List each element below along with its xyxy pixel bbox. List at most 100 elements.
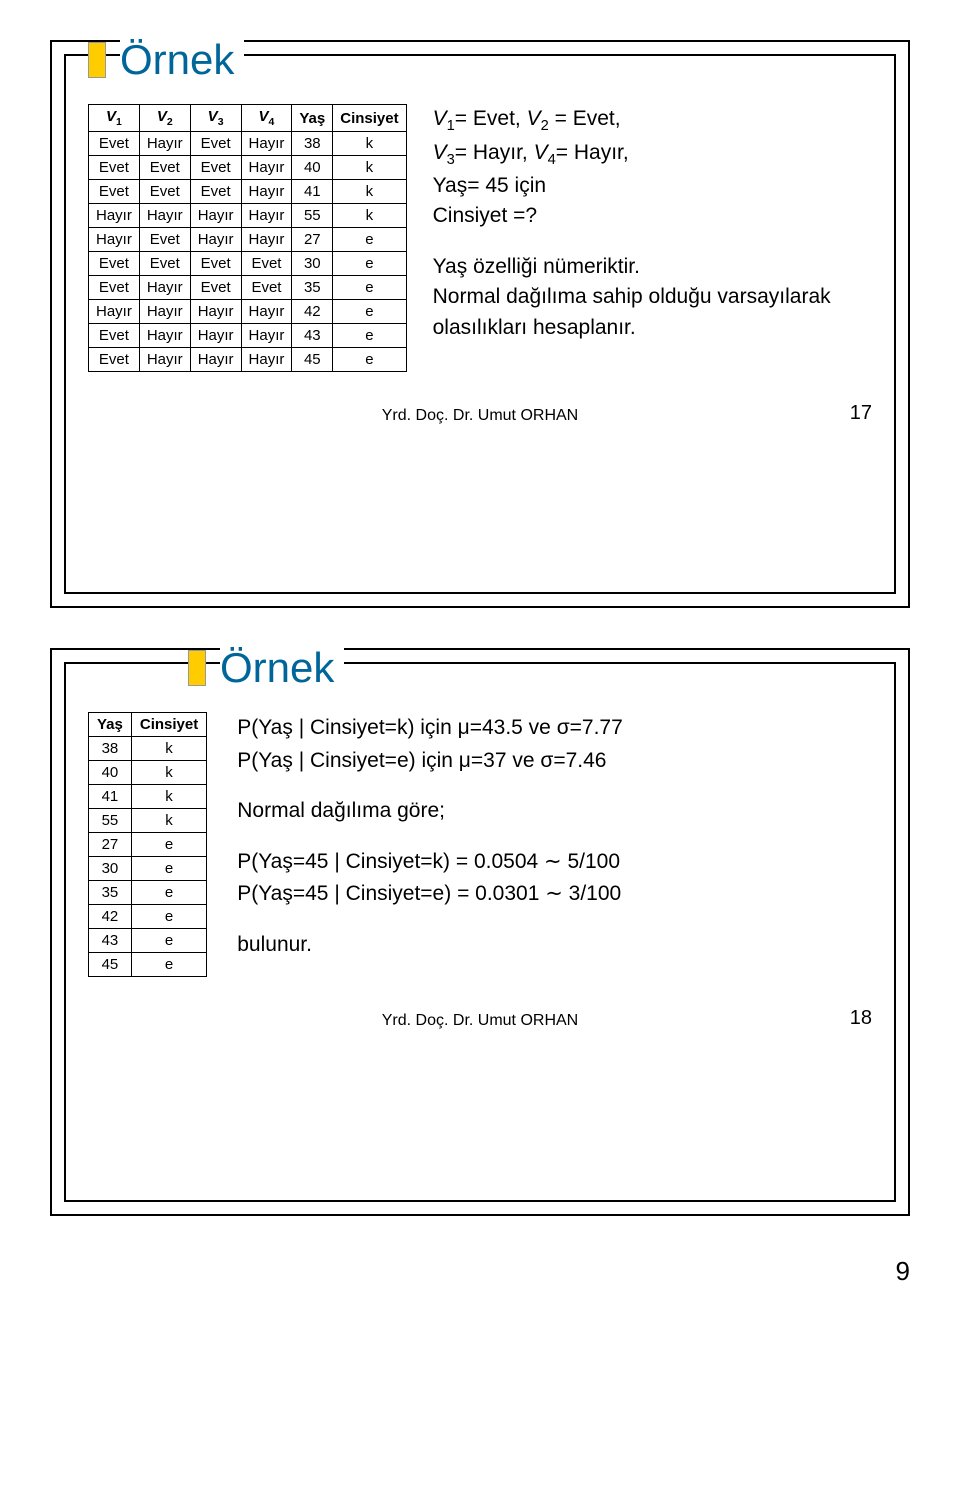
table-cell: 43 bbox=[89, 929, 132, 953]
slide-1-title: Örnek bbox=[120, 36, 244, 84]
table-row: HayırEvetHayırHayır27e bbox=[89, 228, 407, 252]
slide-1-footer: Yrd. Doç. Dr. Umut ORHAN 17 bbox=[88, 402, 872, 425]
table-cell: Hayır bbox=[190, 324, 241, 348]
table-cell: 35 bbox=[89, 881, 132, 905]
table-cell: Hayır bbox=[241, 156, 292, 180]
table-header-row: V1 V2 V3 V4 Yaş Cinsiyet bbox=[89, 105, 407, 132]
table-cell: Hayır bbox=[241, 180, 292, 204]
table-cell: Evet bbox=[241, 252, 292, 276]
table-cell: Evet bbox=[139, 228, 190, 252]
table-cell: 40 bbox=[292, 156, 333, 180]
table-cell: 41 bbox=[89, 785, 132, 809]
spacer bbox=[433, 232, 872, 252]
table-cell: Hayır bbox=[139, 300, 190, 324]
table-cell: Hayır bbox=[190, 348, 241, 372]
table-cell: 30 bbox=[292, 252, 333, 276]
slide-1-tbody: EvetHayırEvetHayır38kEvetEvetEvetHayır40… bbox=[89, 132, 407, 372]
table-cell: Evet bbox=[139, 156, 190, 180]
table-cell: 55 bbox=[89, 809, 132, 833]
table-cell: Hayır bbox=[190, 204, 241, 228]
table-cell: Evet bbox=[241, 276, 292, 300]
page: Örnek V1 V2 V3 V4 Yaş Cinsiyet bbox=[0, 40, 960, 1307]
table-cell: Hayır bbox=[139, 348, 190, 372]
table-cell: k bbox=[131, 761, 206, 785]
table-cell: Hayır bbox=[190, 300, 241, 324]
spacer bbox=[237, 828, 872, 846]
table-cell: Hayır bbox=[89, 204, 140, 228]
table-header-row: Yaş Cinsiyet bbox=[89, 713, 207, 737]
slide-1-title-bar: Örnek bbox=[88, 36, 872, 84]
s2-line-5: P(Yaş=45 | Cinsiyet=e) = 0.0301 ∼ 3/100 bbox=[237, 878, 872, 911]
table-cell: k bbox=[333, 132, 406, 156]
table-cell: e bbox=[333, 276, 406, 300]
spacer bbox=[237, 911, 872, 929]
table-cell: Hayır bbox=[139, 204, 190, 228]
slide-2-outer: Örnek Yaş Cinsiyet 38k40k41k55k27e30e35e… bbox=[50, 648, 910, 1216]
table-row: 40k bbox=[89, 761, 207, 785]
table-cell: e bbox=[333, 252, 406, 276]
table-row: 41k bbox=[89, 785, 207, 809]
slide-2-table-wrap: Yaş Cinsiyet 38k40k41k55k27e30e35e42e43e… bbox=[88, 712, 207, 977]
table-cell: Evet bbox=[89, 252, 140, 276]
table-cell: 41 bbox=[292, 180, 333, 204]
table-cell: Hayır bbox=[139, 276, 190, 300]
slide-2-table: Yaş Cinsiyet 38k40k41k55k27e30e35e42e43e… bbox=[88, 712, 207, 977]
table-cell: 42 bbox=[89, 905, 132, 929]
table-cell: Evet bbox=[139, 180, 190, 204]
table-cell: 27 bbox=[292, 228, 333, 252]
table-cell: Hayır bbox=[241, 132, 292, 156]
table-row: HayırHayırHayırHayır42e bbox=[89, 300, 407, 324]
slide-1-num: 17 bbox=[812, 402, 872, 425]
table-cell: Hayır bbox=[241, 324, 292, 348]
slide-1-inner: Örnek V1 V2 V3 V4 Yaş Cinsiyet bbox=[64, 54, 896, 594]
th-v2: V2 bbox=[139, 105, 190, 132]
text-line-4: Cinsiyet =? bbox=[433, 201, 872, 231]
table-cell: Evet bbox=[190, 156, 241, 180]
table-row: HayırHayırHayırHayır55k bbox=[89, 204, 407, 228]
footer-author: Yrd. Doç. Dr. Umut ORHAN bbox=[148, 407, 812, 425]
table-cell: k bbox=[333, 180, 406, 204]
title-block-icon bbox=[88, 42, 106, 78]
s2-line-4: P(Yaş=45 | Cinsiyet=k) = 0.0504 ∼ 5/100 bbox=[237, 846, 872, 879]
slide-1-table: V1 V2 V3 V4 Yaş Cinsiyet EvetHayırEvetHa… bbox=[88, 104, 407, 372]
table-cell: e bbox=[131, 881, 206, 905]
table-cell: Hayır bbox=[190, 228, 241, 252]
table-cell: e bbox=[131, 905, 206, 929]
page-number: 9 bbox=[0, 1246, 960, 1307]
s2-line-1: P(Yaş | Cinsiyet=k) için μ=43.5 ve σ=7.7… bbox=[237, 712, 872, 745]
title-block-icon bbox=[188, 650, 206, 686]
table-cell: Evet bbox=[190, 180, 241, 204]
text-line-6: Normal dağılıma sahip olduğu varsayılara… bbox=[433, 282, 872, 343]
table-cell: Evet bbox=[190, 252, 241, 276]
table-cell: 43 bbox=[292, 324, 333, 348]
th-cinsiyet-2: Cinsiyet bbox=[131, 713, 206, 737]
table-cell: Evet bbox=[89, 276, 140, 300]
text-line-3: Yaş= 45 için bbox=[433, 171, 872, 201]
table-cell: Hayır bbox=[139, 324, 190, 348]
slide-2-title-bar: Örnek bbox=[188, 644, 872, 692]
table-cell: e bbox=[131, 953, 206, 977]
s2-line-2: P(Yaş | Cinsiyet=e) için μ=37 ve σ=7.46 bbox=[237, 745, 872, 778]
slide-2-footer: Yrd. Doç. Dr. Umut ORHAN 18 bbox=[88, 1007, 872, 1030]
table-row: 45e bbox=[89, 953, 207, 977]
table-cell: Hayır bbox=[89, 300, 140, 324]
table-cell: Evet bbox=[89, 132, 140, 156]
table-cell: Hayır bbox=[139, 132, 190, 156]
table-cell: k bbox=[333, 156, 406, 180]
slide-2-num: 18 bbox=[812, 1007, 872, 1030]
table-row: EvetEvetEvetEvet30e bbox=[89, 252, 407, 276]
table-cell: Hayır bbox=[241, 300, 292, 324]
table-cell: e bbox=[333, 228, 406, 252]
table-cell: e bbox=[131, 857, 206, 881]
table-cell: Evet bbox=[89, 348, 140, 372]
table-cell: 55 bbox=[292, 204, 333, 228]
table-cell: e bbox=[131, 833, 206, 857]
table-cell: 38 bbox=[89, 737, 132, 761]
th-yas: Yaş bbox=[292, 105, 333, 132]
table-cell: 45 bbox=[89, 953, 132, 977]
slide-1-body: V1 V2 V3 V4 Yaş Cinsiyet EvetHayırEvetHa… bbox=[88, 104, 872, 372]
table-cell: Hayır bbox=[241, 204, 292, 228]
table-row: 55k bbox=[89, 809, 207, 833]
table-cell: 42 bbox=[292, 300, 333, 324]
slide-1-outer: Örnek V1 V2 V3 V4 Yaş Cinsiyet bbox=[50, 40, 910, 608]
